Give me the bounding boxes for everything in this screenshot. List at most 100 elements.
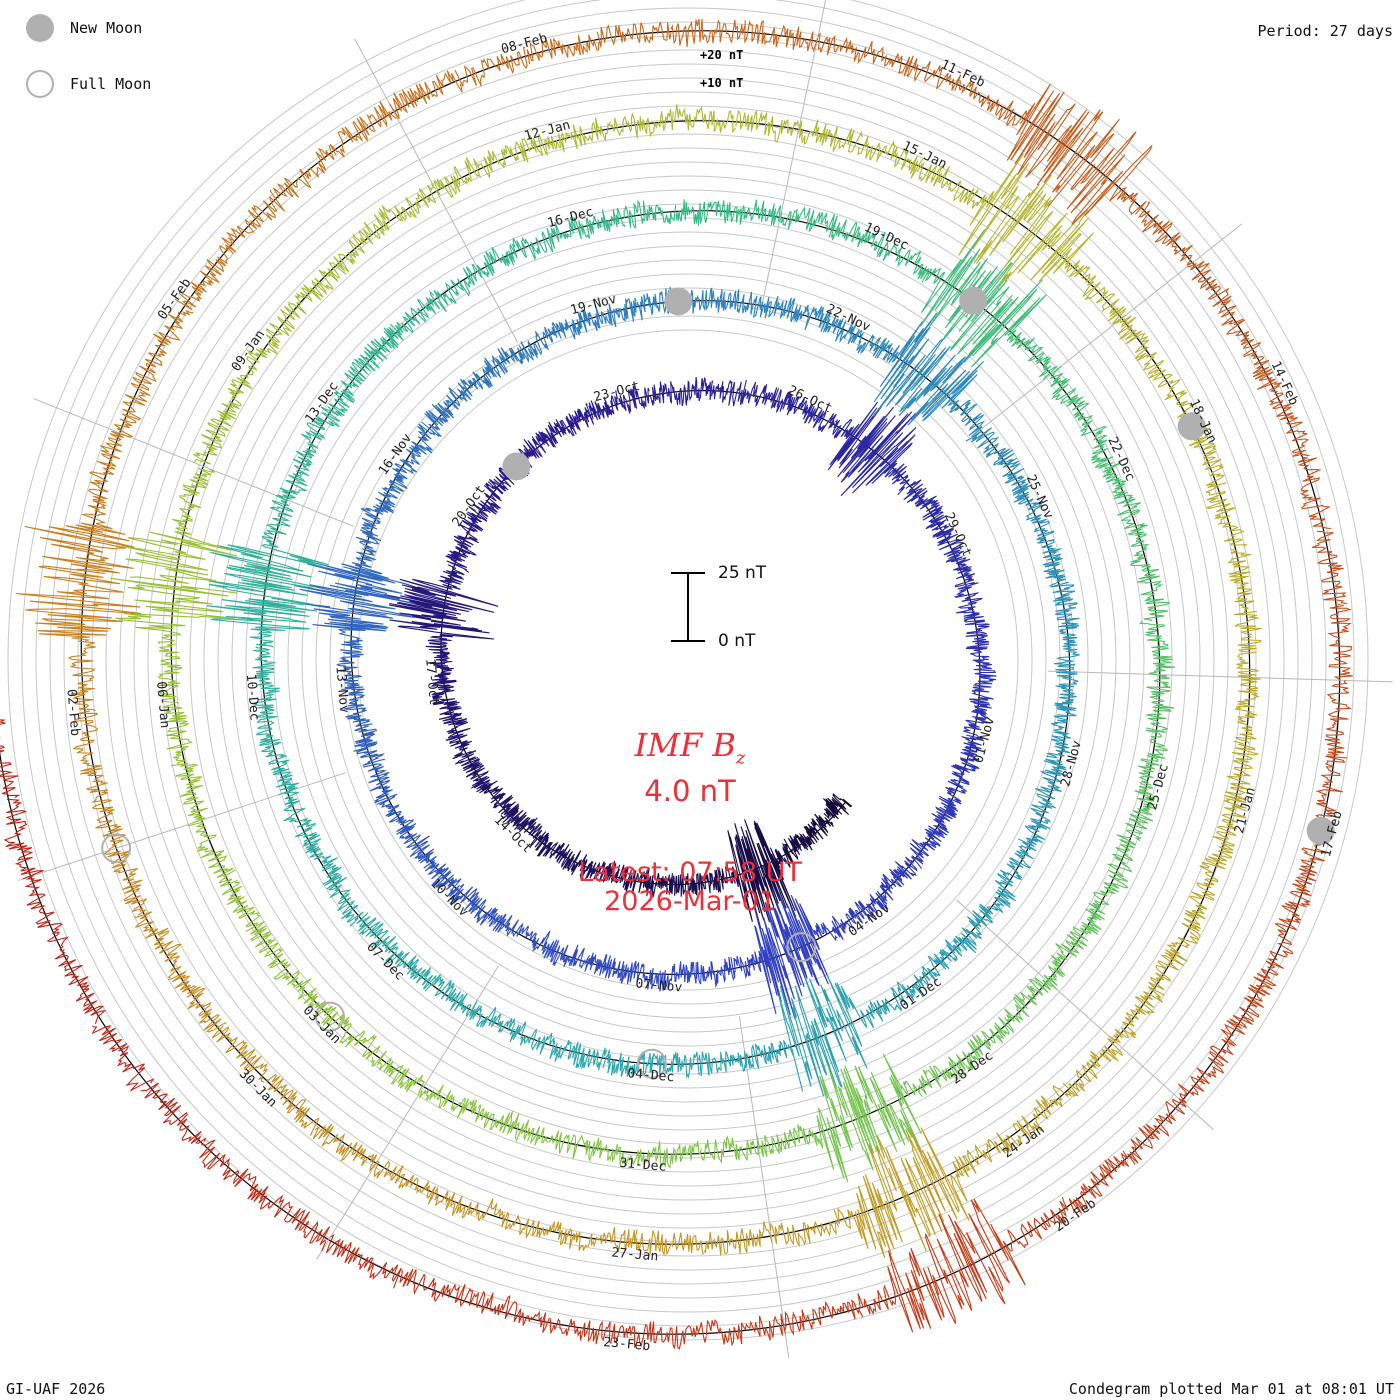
bz-trace-segment (1012, 1085, 1076, 1140)
bz-trace-segment (584, 860, 618, 883)
bz-trace-segment (472, 481, 502, 520)
bz-trace-segment (803, 813, 834, 843)
bz-trace-segment (1227, 548, 1255, 613)
date-label: 30-Jan (236, 1067, 280, 1111)
bz-trace-segment (476, 237, 528, 278)
bz-trace-segment (614, 864, 643, 894)
bz-trace-segment (252, 646, 280, 697)
date-label: 13-Nov (332, 666, 351, 714)
bz-trace-segment (916, 162, 979, 206)
bz-trace-segment (399, 833, 437, 864)
bz-trace-segment (325, 1233, 402, 1289)
bz-trace-segment (802, 404, 837, 433)
bz-trace-segment (771, 389, 809, 416)
bz-trace-segment (680, 377, 714, 407)
bz-trace-segment (1234, 610, 1262, 679)
bz-trace-segment (88, 430, 131, 502)
new-moon-marker (1177, 412, 1206, 441)
bz-trace-segment (993, 1196, 1069, 1286)
bz-trace-segment (602, 1049, 654, 1077)
bz-trace-segment (218, 869, 262, 928)
bz-trace-segment (120, 523, 238, 585)
bz-trace-segment (1002, 457, 1034, 505)
grid-circle (119, 91, 1257, 1229)
bz-trace-segment (1177, 1037, 1235, 1104)
bz-trace-segment (837, 406, 917, 497)
bz-trace-segment (388, 70, 463, 120)
bz-trace-segment (0, 719, 21, 799)
bz-trace-segment (999, 203, 1095, 285)
bz-trace-segment (839, 323, 887, 359)
bz-trace-segment (961, 1016, 1015, 1069)
bz-trace-segment (261, 494, 294, 548)
bz-trace-segment (1297, 457, 1331, 530)
bz-trace-segment (831, 901, 867, 941)
full-moon-marker (786, 932, 817, 963)
grid-circle (161, 133, 1215, 1187)
bz-trace-segment (518, 321, 561, 363)
bz-trace-segment (596, 21, 672, 48)
new-moon-marker (959, 286, 988, 315)
bz-trace-segment (526, 34, 600, 65)
bz-trace-segment (778, 976, 847, 1097)
bz-trace-segment (341, 529, 389, 579)
bz-trace-segment (328, 361, 369, 417)
bz-trace-segment (483, 347, 526, 378)
bz-trace-segment (1077, 414, 1114, 469)
bz-trace-segment (759, 296, 805, 323)
bz-trace-segment (302, 603, 394, 651)
bz-trace-segment (157, 643, 183, 705)
bz-trace-segment (719, 289, 764, 319)
bz-trace-segment (783, 826, 815, 861)
bz-trace-segment (266, 1073, 320, 1136)
bz-trace-segment (1138, 727, 1168, 786)
bz-trace-segment (433, 155, 494, 198)
grid-circle (91, 63, 1285, 1257)
bz-trace-segment (730, 925, 778, 1015)
bz-trace-segment (434, 1190, 504, 1222)
date-spokes (18, 0, 1393, 1358)
bz-trace-segment (221, 351, 260, 413)
bz-trace-segment (997, 841, 1037, 887)
date-label: 22-Nov (824, 302, 873, 336)
bz-trace-segment (620, 960, 660, 990)
bz-trace-segment (1205, 486, 1248, 547)
bz-trace-segment (433, 263, 483, 313)
bz-trace-segment (703, 1221, 773, 1256)
date-label: 28-Dec (949, 1048, 996, 1087)
scale-top-label: 25 nT (718, 563, 767, 583)
bz-trace-segment (272, 144, 335, 199)
date-spoke (316, 965, 499, 1260)
scale-bar (671, 572, 705, 642)
bz-trace-segment (1148, 931, 1200, 991)
bz-trace-segment (168, 970, 227, 1033)
bz-trace-segment (820, 974, 879, 1069)
date-label: 05-Feb (155, 276, 194, 323)
bz-trace-segment (322, 1011, 381, 1060)
bz-trace-segment (643, 1140, 702, 1169)
latest-date: 2026-Mar-01 (604, 886, 776, 917)
bz-trace-segment (1127, 1098, 1187, 1165)
bz-trace-segment (15, 565, 142, 642)
bz-trace-segment (958, 153, 1052, 265)
bz-trace-segment (585, 1137, 645, 1167)
bz-trace-segment (1181, 865, 1219, 938)
bz-trace-segment (1050, 581, 1080, 628)
bz-trace-segment (1115, 315, 1165, 376)
bz-trace-segment (1074, 265, 1127, 325)
bz-trace-segment (1201, 806, 1247, 870)
bz-trace-segment (555, 309, 600, 340)
bz-trace-segment (208, 544, 329, 605)
bz-trace-segment (24, 875, 70, 952)
bz-trace-segment (221, 189, 286, 254)
bz-trace-segment (937, 538, 972, 572)
bz-trace-segment (649, 381, 682, 406)
bz-trace-segment (449, 883, 488, 923)
bz-trace-segment (479, 907, 524, 938)
bz-trace-segment (475, 1290, 551, 1333)
bz-trace-segment (1009, 331, 1058, 381)
bz-trace-segment (403, 423, 436, 465)
bz-trace-segment (919, 229, 999, 336)
bz-trace-segment (322, 873, 364, 927)
bz-trace-segment (953, 567, 983, 603)
